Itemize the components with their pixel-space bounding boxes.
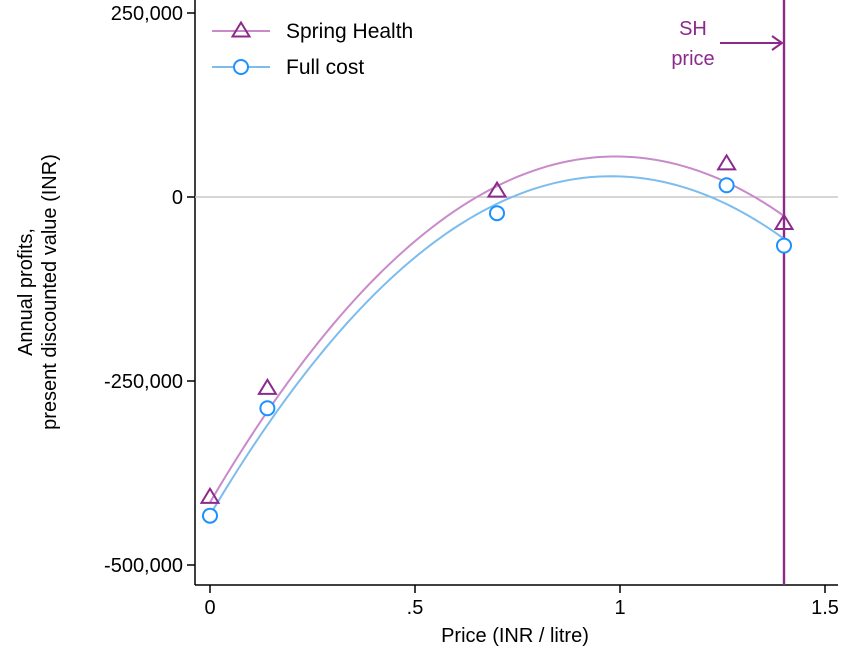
legend-marker-triangle	[230, 20, 252, 38]
y-axis-title-line-2: present discounted value (INR)	[39, 154, 61, 430]
annotation-text-line-2: price	[671, 48, 714, 70]
y-tick-label: 0	[172, 187, 183, 209]
x-tick-label: 1.5	[811, 597, 839, 619]
annotation-arrow-head	[771, 35, 784, 51]
legend-marker-circle	[233, 59, 249, 75]
data-point-full-cost	[202, 507, 218, 524]
annotation-text-line-1: SH	[679, 18, 707, 40]
y-axis-title: Annual profits, present discounted value…	[15, 154, 61, 430]
x-tick-label: 1	[614, 597, 625, 619]
x-axis-title: Price (INR / litre)	[441, 625, 589, 647]
data-point-full-cost	[776, 237, 792, 254]
data-point-spring-health	[257, 377, 278, 395]
data-point-full-cost	[259, 400, 276, 417]
legend-label: Spring Health	[286, 20, 413, 43]
y-tick-label: -250,000	[104, 371, 183, 393]
plot-area: 250,000 0 -250,000 -500,000 0 .5 1 1.5 SH price Sp…	[104, 0, 839, 619]
data-point-spring-health	[486, 180, 508, 198]
data-point-spring-health	[716, 153, 737, 171]
x-tick-label: 0	[204, 597, 215, 619]
data-point-spring-health	[199, 486, 221, 504]
y-tick-label: -500,000	[104, 555, 183, 577]
fit-curve-spring-health	[209, 155, 785, 503]
fit-curve-full-cost	[209, 175, 785, 516]
y-axis-title-line-1: Annual profits,	[15, 228, 37, 356]
y-tick-label: 250,000	[111, 3, 183, 25]
data-point-full-cost	[718, 177, 735, 194]
legend-label: Full cost	[286, 56, 364, 79]
x-tick-label: .5	[407, 597, 424, 619]
data-point-spring-health	[773, 213, 795, 231]
data-point-full-cost	[489, 205, 505, 222]
